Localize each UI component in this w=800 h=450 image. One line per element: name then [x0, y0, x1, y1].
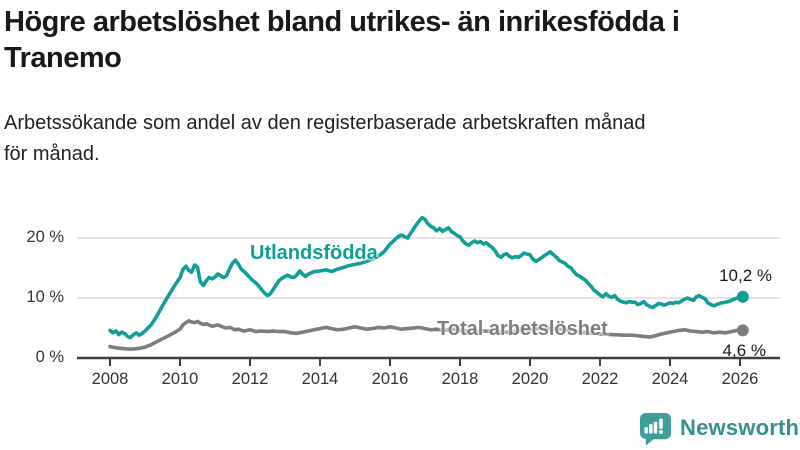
- x-tick-label-2008: 2008: [91, 370, 129, 388]
- x-tick-label-2012: 2012: [231, 370, 269, 388]
- end-value-label-total: 4,6 %: [722, 341, 766, 360]
- x-tick-label-2024: 2024: [651, 370, 689, 388]
- y-tick-label-20: 20 %: [26, 228, 64, 246]
- end-dot-0: [736, 290, 749, 303]
- y-tick-label-0: 0 %: [35, 348, 64, 366]
- series-label-utlandsfodda: Utlandsfödda: [250, 242, 378, 264]
- data-line-1: [108, 318, 745, 351]
- x-tick-label-2020: 2020: [511, 370, 549, 388]
- end-dot-1: [736, 324, 749, 337]
- newsworthy-chart-bubble-icon: [639, 412, 672, 446]
- x-tick-label-2018: 2018: [441, 370, 479, 388]
- end-value-label-utlandsfodda: 10,2 %: [719, 266, 772, 285]
- x-tick-label-2026: 2026: [721, 370, 759, 388]
- x-tick-label-2022: 2022: [581, 370, 619, 388]
- chart-title: Högre arbetslöshet bland utrikes- än inr…: [4, 6, 680, 74]
- x-tick-label-2014: 2014: [301, 370, 339, 388]
- series-label-total-arbetsloshet: Total arbetslöshet: [437, 318, 608, 340]
- newsworthy-brand-text: Newsworthy: [680, 415, 800, 440]
- data-line-0: [108, 215, 745, 340]
- x-tick-label-2010: 2010: [161, 370, 199, 388]
- chart-subtitle: Arbetssökande som andel av den registerb…: [4, 112, 646, 165]
- y-tick-label-10: 10 %: [26, 288, 64, 306]
- x-tick-label-2016: 2016: [371, 370, 409, 388]
- newsworthy-logo: Newsworthy: [638, 410, 800, 446]
